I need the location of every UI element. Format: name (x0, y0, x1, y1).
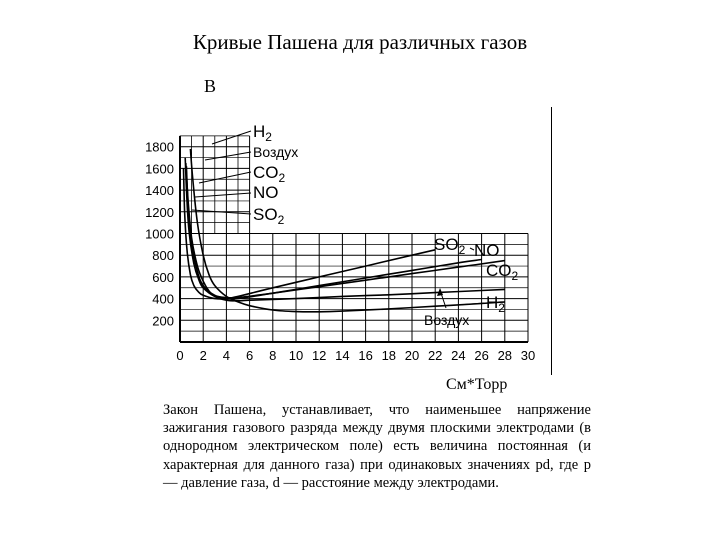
legend-label-co2: CO2 (253, 163, 286, 185)
series-line-no (184, 157, 482, 300)
x-tick-label: 0 (176, 348, 183, 363)
x-unit-label: См*Торр (446, 376, 508, 393)
legend-leader-line (194, 192, 252, 198)
legend-label-right-so2: SO2 (434, 235, 466, 257)
x-tick-label: 6 (246, 348, 253, 363)
series-line-h2 (189, 148, 505, 313)
legend-label-air-right: Воздух (424, 312, 469, 328)
x-tick-label: 30 (521, 348, 535, 363)
y-tick-label: 1400 (145, 183, 174, 198)
chart-grid (179, 135, 529, 343)
y-unit-label: В (204, 76, 217, 96)
x-tick-label: 10 (289, 348, 303, 363)
legend-leader-line (457, 302, 485, 306)
y-tick-label: 1200 (145, 205, 174, 220)
y-tick-label: 1600 (145, 161, 174, 176)
paschen-law-text: Закон Пашена, устанавливает, что наимень… (163, 402, 591, 491)
legend-label-no: NO (253, 183, 279, 202)
legend-label-right-co2: CO2 (486, 261, 519, 283)
y-tick-label: 800 (152, 248, 174, 263)
legend-arrowhead (437, 288, 443, 296)
legend-leader-line (198, 171, 252, 184)
x-tick-label: 12 (312, 348, 326, 363)
legend-leader-line (204, 151, 252, 161)
series-line-co2 (185, 166, 505, 299)
legend-leader-line (211, 130, 252, 145)
x-tick-label: 18 (382, 348, 396, 363)
x-tick-label: 28 (498, 348, 512, 363)
legend-leaders (191, 130, 485, 309)
legend-label-air: Воздух (253, 144, 298, 160)
series-line-воздух (185, 162, 505, 302)
slide-title: Кривые Пашена для различных газов (192, 30, 528, 54)
chart-curves (182, 148, 505, 313)
legend-label-right-no: NO (474, 241, 500, 260)
series-line-so2 (182, 168, 436, 300)
y-tick-label: 400 (152, 292, 174, 307)
x-tick-label: 14 (335, 348, 349, 363)
x-tick-label: 24 (451, 348, 465, 363)
legend-label-so2: SO2 (253, 205, 285, 227)
legend-leader-line (469, 247, 475, 251)
y-tick-label: 200 (152, 313, 174, 328)
x-tick-label: 20 (405, 348, 419, 363)
y-tick-label: 1800 (145, 140, 174, 155)
x-tick-label: 16 (358, 348, 372, 363)
y-tick-label: 600 (152, 270, 174, 285)
x-tick-label: 26 (474, 348, 488, 363)
legend-leader-line (191, 209, 252, 215)
divider-line (551, 107, 552, 375)
y-tick-label: 1000 (145, 227, 174, 242)
x-tick-label: 22 (428, 348, 442, 363)
legend-label-h2: H2 (253, 122, 272, 144)
x-tick-label: 8 (269, 348, 276, 363)
legend-label-right-h2: H2 (486, 293, 505, 315)
x-tick-label: 2 (200, 348, 207, 363)
x-tick-label: 4 (223, 348, 230, 363)
